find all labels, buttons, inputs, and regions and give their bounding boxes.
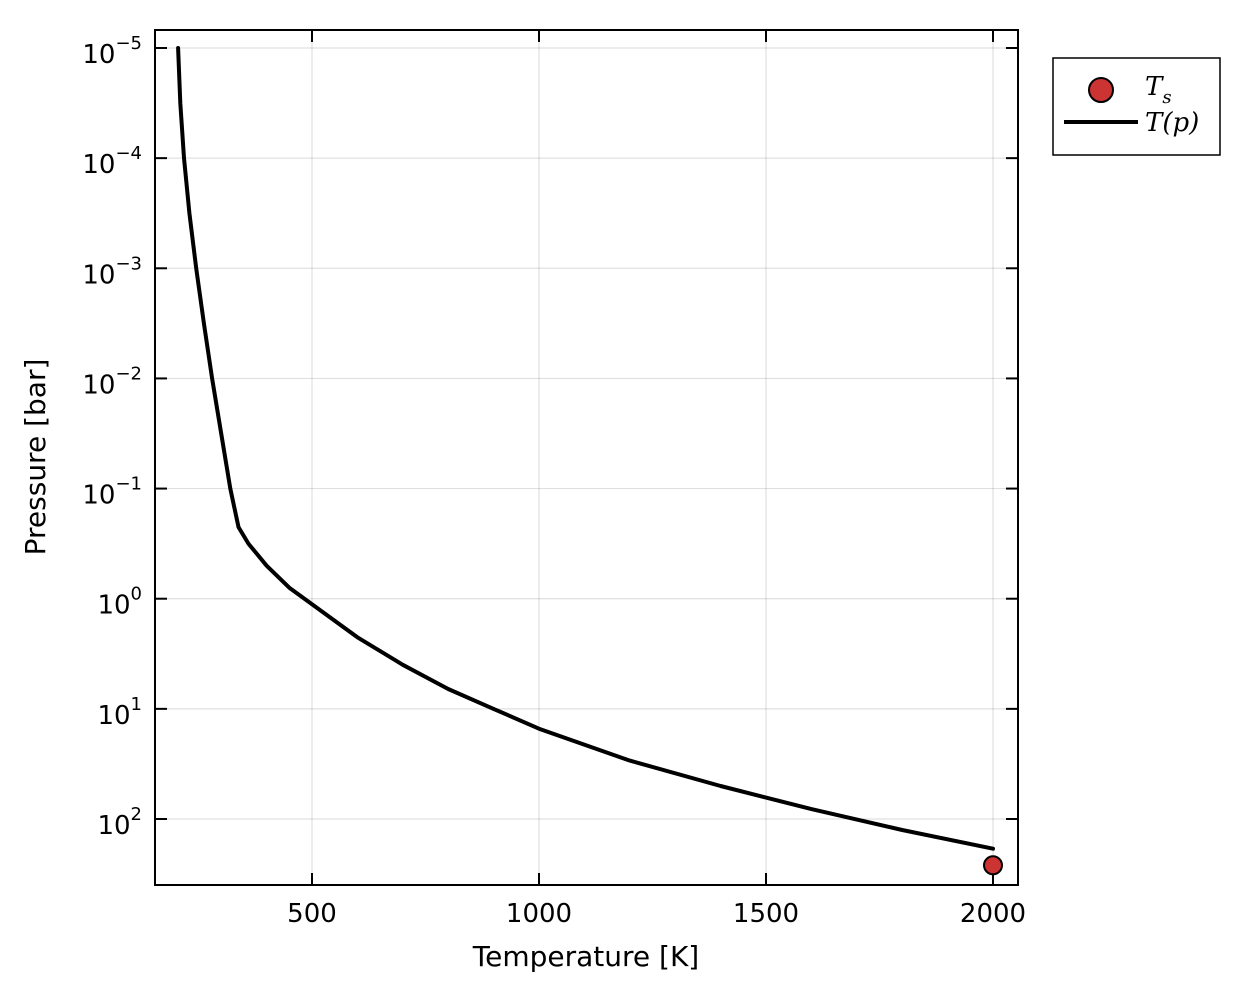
series-marker-ts xyxy=(983,855,1003,876)
x-axis-label: Temperature [K] xyxy=(472,940,699,973)
y-axis-label: Pressure [bar] xyxy=(19,359,52,556)
plot-frame xyxy=(154,29,1019,886)
y-tick-label: 101 xyxy=(97,694,142,731)
legend-marker-ts xyxy=(1088,77,1114,103)
y-tick-label: 100 xyxy=(97,584,142,621)
x-tick-labels: 500 1000 1500 2000 xyxy=(287,899,1026,929)
x-tick-label: 500 xyxy=(287,899,337,929)
legend: Ts T(p) xyxy=(1052,57,1221,156)
ticks xyxy=(155,30,1018,885)
x-tick-label: 2000 xyxy=(960,899,1026,929)
y-tick-label: 10−1 xyxy=(82,474,142,511)
y-tick-label: 10−2 xyxy=(82,363,142,400)
legend-label-ts: Ts xyxy=(1145,72,1172,108)
series-layer xyxy=(176,46,1003,876)
series-line-tp xyxy=(176,46,995,851)
y-tick-label: 10−3 xyxy=(82,253,142,290)
legend-label-tp: T(p) xyxy=(1145,108,1199,138)
y-tick-labels: 10−5 10−4 10−3 10−2 10−1 100 101 102 xyxy=(82,33,142,841)
x-tick-label: 1500 xyxy=(733,899,799,929)
grid xyxy=(155,30,1018,885)
legend-box xyxy=(1052,57,1221,156)
y-tick-label: 10−4 xyxy=(82,143,142,180)
x-tick-label: 1000 xyxy=(506,899,572,929)
y-tick-label: 10−5 xyxy=(82,33,142,70)
y-tick-label: 102 xyxy=(97,804,142,841)
